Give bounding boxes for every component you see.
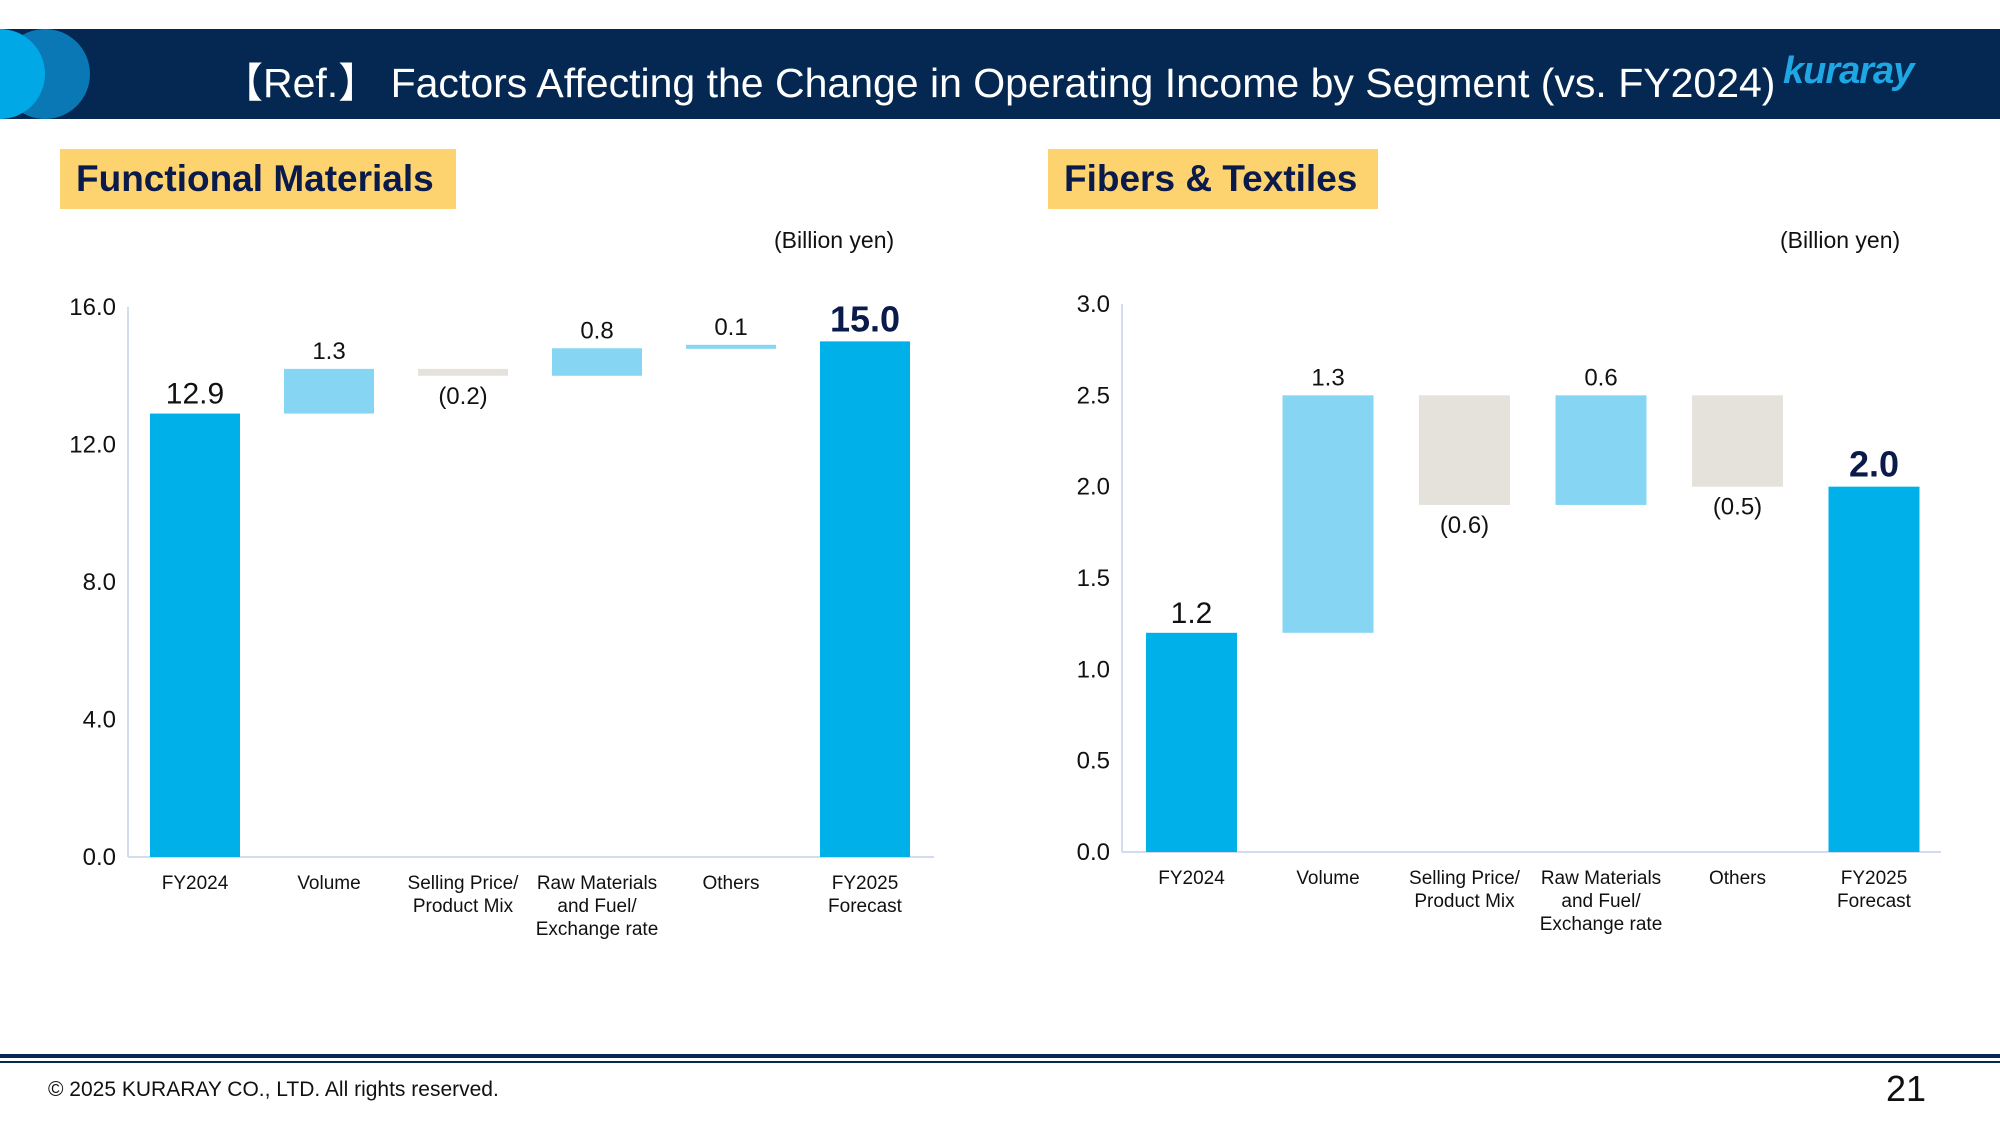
y-tick-label: 0.0 — [83, 844, 116, 871]
copyright: © 2025 KURARAY CO., LTD. All rights rese… — [48, 1078, 499, 1101]
section-title-fibers-textiles: Fibers & Textiles — [1048, 149, 1378, 209]
x-tick-label: FY2025 — [1841, 868, 1908, 889]
x-tick-label: and Fuel/ — [557, 896, 637, 917]
data-label: 15.0 — [830, 298, 900, 339]
x-tick-label: Raw Materials — [537, 873, 657, 894]
y-tick-label: 1.0 — [1077, 656, 1110, 683]
data-label: (0.6) — [1440, 512, 1489, 539]
x-tick-label: Exchange rate — [1540, 914, 1663, 935]
bar-5 — [820, 341, 910, 857]
data-label: 1.3 — [1311, 364, 1344, 391]
bar-5 — [1828, 486, 1920, 852]
x-tick-label: Volume — [1296, 868, 1359, 889]
data-label: 0.1 — [714, 314, 747, 341]
y-tick-label: 1.5 — [1077, 565, 1110, 592]
bar-2 — [1419, 395, 1510, 505]
y-tick-label: 4.0 — [83, 707, 116, 734]
bar-3 — [552, 348, 642, 376]
unit-label: (Billion yen) — [1780, 227, 1901, 253]
x-tick-label: Others — [702, 873, 759, 894]
kuraray-logo: kuraray — [1783, 50, 1914, 92]
y-tick-label: 3.0 — [1077, 291, 1110, 318]
x-tick-label: Selling Price/ — [1409, 868, 1521, 889]
y-tick-label: 0.0 — [1077, 839, 1110, 866]
data-label: 1.3 — [312, 338, 345, 365]
y-tick-label: 2.5 — [1077, 382, 1110, 409]
bar-4 — [1692, 395, 1783, 487]
y-tick-label: 0.5 — [1077, 748, 1110, 775]
section-title-functional-materials: Functional Materials — [60, 149, 456, 209]
data-label: 0.6 — [1584, 364, 1617, 391]
x-tick-label: Forecast — [828, 896, 903, 917]
x-tick-label: Volume — [297, 873, 360, 894]
data-label: (0.2) — [438, 383, 487, 410]
x-tick-label: Exchange rate — [536, 919, 659, 940]
bar-1 — [1282, 395, 1374, 633]
x-tick-label: Selling Price/ — [408, 873, 520, 894]
x-tick-label: FY2024 — [1158, 868, 1225, 889]
x-tick-label: Product Mix — [1414, 891, 1515, 912]
x-tick-label: Raw Materials — [1541, 868, 1661, 889]
footer-rule — [0, 1054, 2000, 1058]
y-tick-label: 12.0 — [69, 432, 116, 459]
data-label: 1.2 — [1171, 597, 1213, 630]
page-number: 21 — [1886, 1068, 1927, 1109]
header-banner — [0, 29, 2000, 119]
x-tick-label: FY2024 — [162, 873, 229, 894]
bar-0 — [150, 413, 240, 857]
data-label: 2.0 — [1849, 444, 1899, 485]
data-label: (0.5) — [1713, 494, 1762, 521]
x-tick-label: and Fuel/ — [1561, 891, 1641, 912]
x-tick-label: Product Mix — [413, 896, 514, 917]
page-title: 【Ref.】 Factors Affecting the Change in O… — [222, 60, 1776, 106]
data-label: 0.8 — [580, 317, 613, 344]
bar-4 — [686, 344, 776, 349]
bar-2 — [418, 368, 508, 376]
bar-1 — [284, 368, 374, 414]
bar-0 — [1146, 632, 1237, 852]
bar-3 — [1555, 395, 1647, 505]
y-tick-label: 8.0 — [83, 569, 116, 596]
y-tick-label: 16.0 — [69, 294, 116, 321]
x-tick-label: Others — [1709, 868, 1766, 889]
footer-rule — [0, 1061, 2000, 1063]
unit-label: (Billion yen) — [774, 227, 895, 253]
x-tick-label: Forecast — [1837, 891, 1912, 912]
data-label: 12.9 — [166, 378, 224, 411]
x-tick-label: FY2025 — [832, 873, 899, 894]
y-tick-label: 2.0 — [1077, 474, 1110, 501]
